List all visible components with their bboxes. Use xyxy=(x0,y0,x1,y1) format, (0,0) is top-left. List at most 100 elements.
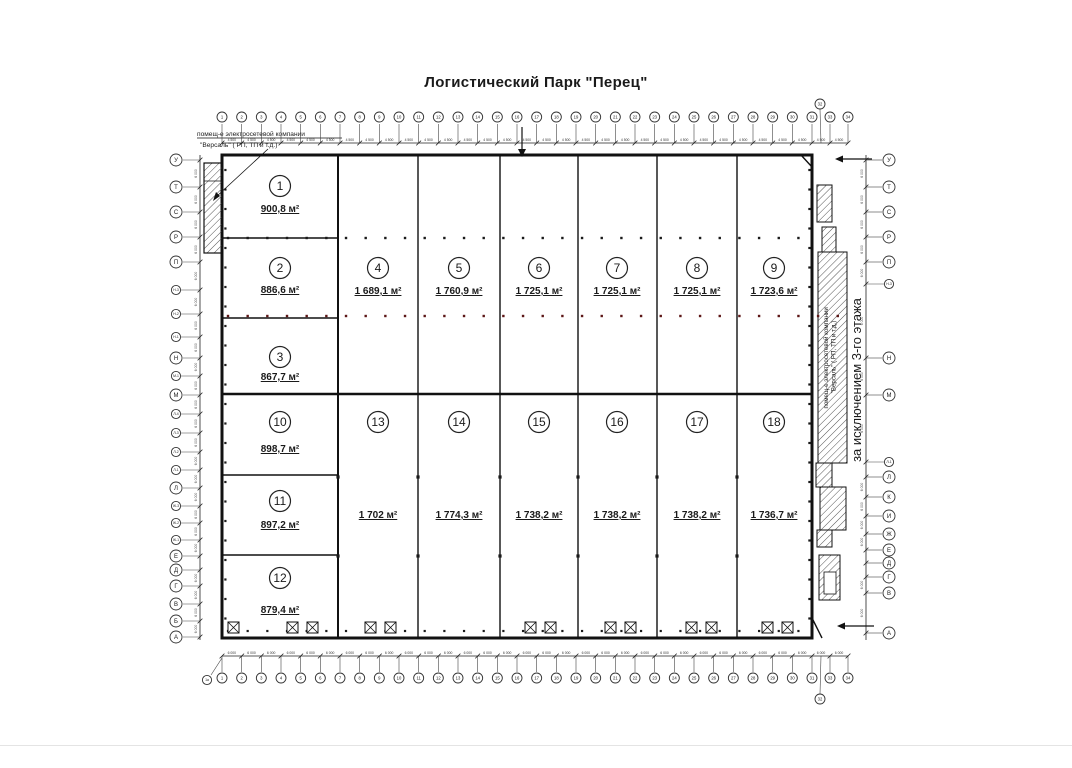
column-dot xyxy=(777,314,780,318)
bottom-axis-11-label: 11 xyxy=(416,676,421,681)
column-dot xyxy=(808,558,811,562)
dim-tick xyxy=(730,653,737,659)
top-dim-value: 4 500 xyxy=(700,138,709,142)
bottom-axis-25-label: 25 xyxy=(692,676,697,681)
bottom-axis-8-label: 8 xyxy=(358,676,361,681)
top-axis-3-label: 3 xyxy=(260,115,263,120)
top-axis-17-circle xyxy=(531,111,543,123)
right-dim-value: 6 000 xyxy=(860,317,864,326)
dim-tick xyxy=(863,234,869,240)
dim-tick xyxy=(863,281,869,287)
right-axis-И-label: И xyxy=(887,514,891,520)
column-dot xyxy=(305,236,308,240)
dim-tick xyxy=(258,140,265,146)
room-area: 879,4 м² xyxy=(261,605,300,616)
corner-chamfer-top xyxy=(800,154,813,168)
room-area: 886,6 м² xyxy=(261,285,300,296)
dim-tick xyxy=(750,140,756,146)
dim-tick xyxy=(337,140,343,146)
dim-tick xyxy=(863,209,869,215)
bottom-dim-value: 6 000 xyxy=(464,651,473,655)
bottom-dim-value: 6 000 xyxy=(680,651,689,655)
top-dim-value: 4 500 xyxy=(719,138,728,142)
dock-doors xyxy=(227,621,794,634)
column-dot xyxy=(808,363,811,367)
bottom-axis-23-circle xyxy=(649,672,661,684)
room-number: 3 xyxy=(277,350,284,364)
top-axis-24-label: 24 xyxy=(672,115,677,120)
dim-tick xyxy=(632,140,638,146)
room-number: 2 xyxy=(277,261,284,275)
column-dot xyxy=(580,629,584,633)
column-dot xyxy=(808,422,811,425)
left-axis-У-circle xyxy=(169,153,183,167)
right-axis-С-label: С xyxy=(887,210,892,216)
dock-door-icon xyxy=(604,621,617,634)
dim-tick xyxy=(435,653,442,659)
column-dot xyxy=(416,554,420,558)
top-axis-1-circle xyxy=(216,111,228,123)
bottom-axis-20-circle xyxy=(590,672,602,684)
column-dot xyxy=(224,480,227,484)
column-dot xyxy=(482,236,485,240)
room-area: 1 738,2 м² xyxy=(516,510,564,521)
building-walls xyxy=(220,153,823,640)
column-dot xyxy=(757,314,761,318)
dim-tick xyxy=(612,140,619,146)
dim-tick xyxy=(769,653,776,659)
room-number: 8 xyxy=(694,261,701,275)
left-axis-Д-label: Д xyxy=(174,568,178,574)
column-dot xyxy=(224,422,227,425)
dock-door-icon xyxy=(306,621,319,634)
bottom-axis-22-label: 22 xyxy=(633,676,638,681)
top-axis-33-circle xyxy=(824,111,836,123)
dim-tick xyxy=(376,653,383,659)
bottom-axis-10-circle xyxy=(393,672,405,684)
room-number: 12 xyxy=(273,571,287,585)
room-number: 18 xyxy=(767,415,781,429)
dim-tick xyxy=(197,634,203,640)
dim-tick xyxy=(197,503,203,509)
left-axis-Г-label: Г xyxy=(174,584,178,590)
bottom-axis-17-label: 17 xyxy=(534,676,539,681)
top-dim-value: 4 500 xyxy=(287,138,296,142)
right-axis-Т-label: Т xyxy=(887,185,891,191)
top-axis-27-circle xyxy=(727,111,739,123)
electro-room-hatch-right xyxy=(817,251,848,464)
dim-tick xyxy=(514,653,520,659)
left-dim-value: 6 000 xyxy=(194,510,198,519)
bottom-dim-value: 6 000 xyxy=(287,651,296,655)
bottom-axis-28-circle xyxy=(747,672,759,684)
dim-tick xyxy=(396,140,402,146)
dim-tick xyxy=(197,287,203,293)
bottom-axis-24-label: 24 xyxy=(672,676,677,681)
right-axis-Н-circle xyxy=(882,351,896,365)
left-axis-Е-circle xyxy=(169,549,183,563)
room-number: 1 xyxy=(277,179,284,193)
right-axis-Р-label: Р xyxy=(887,235,891,241)
column-dot xyxy=(561,629,564,633)
entry-arrow-top-icon xyxy=(518,149,526,157)
dim-tick xyxy=(474,653,481,659)
hatched-areas xyxy=(203,162,848,601)
left-axis-Л-4-circle xyxy=(170,408,182,420)
top-dim-value: 4 500 xyxy=(621,138,630,142)
right-hatch-a xyxy=(816,184,833,223)
left-axis-М-circle xyxy=(169,388,183,402)
column-dot xyxy=(224,539,227,542)
left-axis-Ж-3-circle xyxy=(170,500,182,512)
top-axis-18-circle xyxy=(550,111,562,123)
dim-tick xyxy=(863,560,869,566)
left-axis-М-label: М xyxy=(174,393,179,399)
bottom-dim-value: 6 000 xyxy=(759,651,768,655)
left-dim-value: 6 000 xyxy=(194,195,198,204)
top-axis-5-label: 5 xyxy=(299,115,302,120)
column-dot xyxy=(836,314,839,318)
room-number-circle xyxy=(762,410,786,434)
left-axis-А-label: А xyxy=(174,635,178,641)
room-area: 1 725,1 м² xyxy=(516,286,564,297)
bottom-dim-value: 6 000 xyxy=(719,651,728,655)
top-axis-4-label: 4 xyxy=(280,115,283,120)
column-dot xyxy=(808,578,811,581)
